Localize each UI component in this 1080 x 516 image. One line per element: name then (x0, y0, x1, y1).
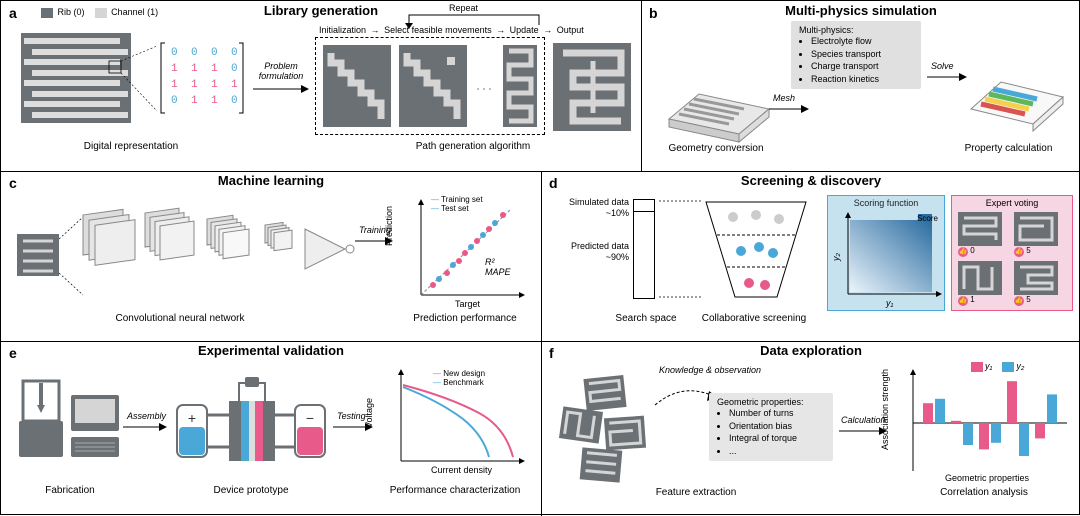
caption-feat: Feature extraction (561, 487, 831, 498)
panel-label-a: a (9, 5, 17, 21)
expert-title: Expert voting (952, 196, 1072, 210)
axis-y-e: Voltage (364, 398, 374, 428)
arrow-formulation: Problemformulation (251, 61, 311, 81)
arrow-icon (769, 105, 809, 113)
arrow-assembly: Assembly (127, 411, 166, 421)
arrow-knowledge: Knowledge & observation (645, 365, 775, 375)
panel-f: f Data exploration Knowledge & observati… (541, 341, 1080, 516)
legend-swatch-rib (41, 8, 53, 18)
caption-corr: Correlation analysis (895, 487, 1073, 498)
arrow-testing: Testing (337, 411, 366, 421)
caption-fab: Fabrication (15, 485, 125, 496)
expert-box: Expert voting 👍 0 👍 5 👍 1 👍 5 (951, 195, 1073, 311)
ellipsis: ⋯ (475, 79, 493, 100)
panel-label-b: b (649, 5, 658, 21)
legend-channel: Channel (1) (111, 7, 158, 17)
geo-title: Geometric properties: (717, 397, 825, 407)
caption-cnn: Convolutional neural network (15, 313, 345, 324)
panel-e: e Experimental validation Fabrication As… (1, 341, 541, 516)
legend-rib: Rib (0) (58, 7, 85, 17)
axis-y-c: Prediction (384, 206, 394, 246)
geometry-3d (659, 59, 779, 139)
physics-title: Multi-physics: (799, 25, 913, 35)
caption-dev: Device prototype (171, 485, 331, 496)
panel-b: b Multi-physics simulation Multi-physics… (641, 1, 1080, 171)
panel-label-e: e (9, 345, 17, 361)
arrow-icon (123, 423, 167, 431)
maze-2 (399, 45, 467, 127)
panel-title-a: Library generation (264, 3, 378, 18)
panel-title-c: Machine learning (218, 173, 324, 188)
scoring-title: Scoring function (828, 196, 944, 210)
maze-1 (323, 45, 391, 127)
legend-a: Rib (0) Channel (1) (41, 7, 158, 18)
panel-d: d Screening & discovery Simulated data~1… (541, 171, 1080, 341)
arrow-icon (253, 85, 309, 93)
panel-title-d: Screening & discovery (741, 173, 881, 188)
panel-title-f: Data exploration (760, 343, 862, 358)
correlation-chart (895, 371, 1073, 477)
axis-x-c: Target (455, 299, 480, 309)
score-label: Score (917, 214, 938, 223)
maze-output (553, 43, 631, 131)
svg-text:+: + (188, 410, 196, 426)
panel-label-d: d (549, 175, 558, 191)
metrics: R² MAPE (485, 257, 511, 277)
panel-title-b: Multi-physics simulation (785, 3, 937, 18)
cnn-diagram (15, 199, 355, 309)
panel-title-e: Experimental validation (198, 343, 344, 358)
arrow-icon (927, 73, 967, 81)
axis-y-d: y₂ (831, 253, 841, 261)
caption-digital: Digital representation (21, 141, 241, 152)
legend-c: — Training set — Test set (431, 195, 483, 213)
axis-y-f: Association strength (880, 369, 890, 450)
vote-tile: 👍 5 (1014, 261, 1066, 306)
pred-label: Predicted data~90% (553, 241, 629, 263)
vote-tile: 👍 1 (958, 261, 1010, 306)
panel-c: c Machine learning Convolutional neural … (1, 171, 541, 341)
caption-search: Search space (601, 313, 691, 324)
axis-x-f: Geometric properties (945, 473, 1029, 483)
svg-text:−: − (306, 410, 314, 426)
caption-perf: Performance characterization (373, 485, 537, 496)
vote-tile: 👍 5 (1014, 212, 1066, 257)
arrow-calc: Calculation (841, 415, 886, 425)
panel-label-c: c (9, 175, 17, 191)
arrow-solve: Solve (931, 61, 954, 71)
caption-geo: Geometry conversion (651, 143, 781, 154)
property-3d (963, 49, 1073, 139)
panel-label-f: f (549, 345, 554, 361)
sim-label: Simulated data~10% (553, 197, 629, 219)
fabrication-icon (15, 371, 125, 471)
legend-e: — New design — Benchmark (433, 369, 485, 387)
axis-x-d: y₁ (886, 298, 893, 308)
device-icon: + − (171, 371, 331, 475)
figure-root: a Library generation Rib (0) Channel (1) (0, 0, 1080, 515)
caption-pred: Prediction performance (395, 313, 535, 324)
caption-prop: Property calculation (941, 143, 1076, 154)
vote-tile: 👍 0 (958, 212, 1010, 257)
legend-swatch-channel (95, 8, 107, 18)
panel-a: a Library generation Rib (0) Channel (1) (1, 1, 641, 171)
maze-3 (503, 45, 537, 127)
funnel (701, 197, 811, 305)
caption-collab: Collaborative screening (689, 313, 819, 324)
encoding-matrix: 0000 1110 1111 0110 (171, 47, 245, 107)
repeat-label: Repeat (449, 3, 478, 13)
scoring-box: Scoring function Score y₁ y₂ (827, 195, 945, 311)
search-column (633, 199, 655, 299)
geo-box: Geometric properties: Number of turns Or… (709, 393, 833, 461)
axis-x-e: Current density (431, 465, 492, 475)
arrow-mesh: Mesh (773, 93, 795, 103)
caption-path: Path generation algorithm (315, 141, 631, 152)
physics-box: Multi-physics: Electrolyte flow Species … (791, 21, 921, 89)
